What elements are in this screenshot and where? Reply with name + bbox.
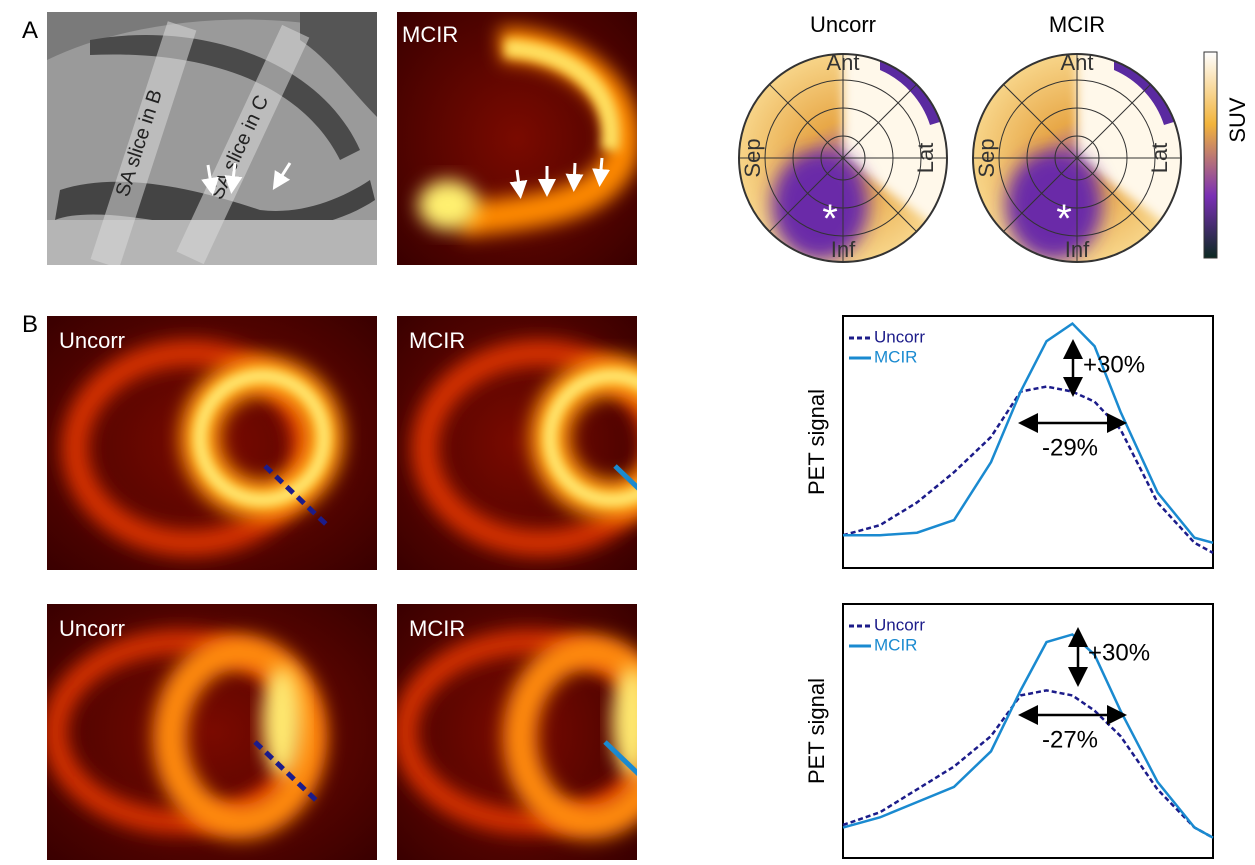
lv-core (262, 667, 302, 777)
panel-label: A (22, 17, 38, 44)
legend-label: MCIR (874, 635, 917, 654)
width-change: -29% (1042, 434, 1098, 461)
image-label: MCIR (409, 328, 465, 353)
peak-change: +30% (1088, 639, 1150, 666)
legend-label: Uncorr (874, 327, 925, 346)
peak-change: +30% (1083, 351, 1145, 378)
pet-images: Uncorr MCIR Uncorr MCIR (47, 316, 680, 860)
polar-label: Lat (913, 143, 938, 174)
width-change: -27% (1042, 726, 1098, 753)
legend-label: MCIR (874, 347, 917, 366)
panel-label: B (22, 311, 38, 338)
figure: A SA slice in B SA slice in C MCIR Uncor… (0, 0, 1255, 865)
polar-label: Ant (826, 50, 859, 75)
marker: * (1056, 197, 1072, 241)
colorbar-label: SUV (1225, 97, 1250, 143)
legend-label: Uncorr (874, 615, 925, 634)
polar-map: Uncorr Ant Sep Lat Inf * (739, 12, 965, 262)
mcir-image: MCIR (397, 12, 637, 265)
polar-label: Ant (1060, 50, 1093, 75)
marker: * (822, 197, 838, 241)
lv-core (612, 667, 652, 777)
image-label: Uncorr (59, 328, 125, 353)
y-axis-label: PET signal (804, 389, 829, 495)
pet-image: Uncorr (47, 316, 377, 570)
image-label: Uncorr (59, 616, 125, 641)
image-label: MCIR (409, 616, 465, 641)
pet-image: Uncorr (47, 604, 377, 860)
y-axis-label: PET signal (804, 678, 829, 784)
polar-title: Uncorr (810, 12, 876, 37)
ct-image: SA slice in B SA slice in C (47, 12, 380, 268)
pet-image: MCIR (397, 316, 680, 570)
polar-title: MCIR (1049, 12, 1105, 37)
image-label: MCIR (402, 22, 458, 47)
polar-label: Sep (974, 138, 999, 177)
polar-label: Sep (740, 138, 765, 177)
colorbar (1204, 52, 1217, 258)
polar-map: MCIR Ant Sep Lat Inf * (973, 12, 1199, 262)
polar-label: Lat (1147, 143, 1172, 174)
pet-image: MCIR (397, 604, 670, 860)
